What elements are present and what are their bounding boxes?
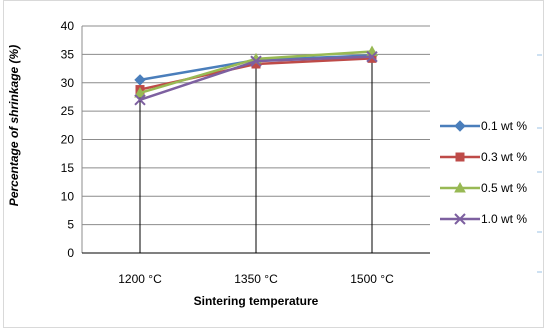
data-point xyxy=(454,213,466,225)
x-tick-label: 1500 °C xyxy=(350,272,394,286)
legend-label: 0.3 wt % xyxy=(481,150,527,164)
legend-item: 0.1 wt % xyxy=(440,119,527,133)
x-tick-label: 1200 °C xyxy=(118,272,162,286)
data-point xyxy=(366,50,378,63)
data-point xyxy=(134,74,146,86)
data-point-stroke xyxy=(250,55,262,67)
y-tick-label: 30 xyxy=(61,76,75,90)
data-point-stroke xyxy=(134,94,146,106)
data-point xyxy=(454,181,466,193)
y-tick-label: 15 xyxy=(61,161,75,175)
x-tick-label: 1350 °C xyxy=(234,272,278,286)
y-axis-title: Percentage of shrinkage (%) xyxy=(7,45,21,206)
legend-item: 0.5 wt % xyxy=(440,181,527,195)
data-point xyxy=(455,152,465,162)
legend-label: 0.1 wt % xyxy=(481,119,527,133)
y-tick-label: 25 xyxy=(61,104,75,118)
y-tick-label: 5 xyxy=(67,218,74,232)
data-point xyxy=(250,55,262,67)
legend-label: 1.0 wt % xyxy=(481,212,527,226)
legend-label: 0.5 wt % xyxy=(481,181,527,195)
y-tick-label: 10 xyxy=(61,189,75,203)
series-3 xyxy=(134,50,378,106)
data-point xyxy=(134,94,146,106)
data-point-stroke xyxy=(454,213,466,225)
data-point xyxy=(134,86,146,98)
y-tick-label: 35 xyxy=(61,47,75,61)
legend-item: 1.0 wt % xyxy=(440,212,527,226)
x-axis-title: Sintering temperature xyxy=(194,294,319,308)
data-point xyxy=(454,120,466,132)
y-tick-label: 40 xyxy=(61,19,75,33)
legend-item: 0.3 wt % xyxy=(440,150,527,164)
y-tick-label: 20 xyxy=(61,133,75,147)
y-tick-label: 0 xyxy=(67,246,74,260)
data-point-stroke xyxy=(366,50,378,63)
